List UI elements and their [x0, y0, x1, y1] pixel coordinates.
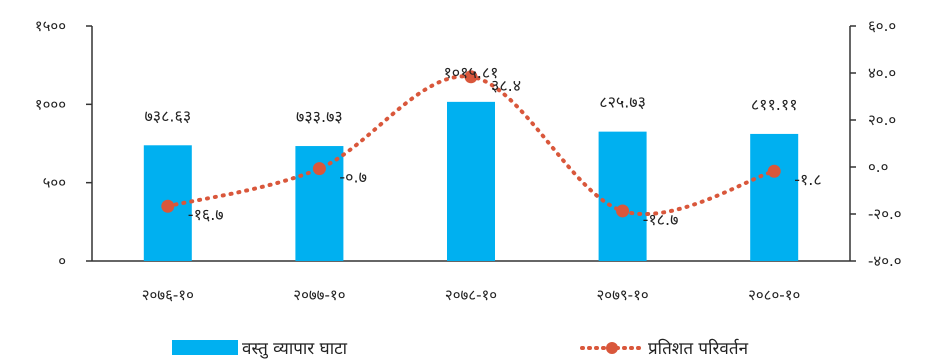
left-tick-label: १००० [35, 95, 66, 113]
line-data-label: -०.७ [339, 168, 367, 187]
combo-chart: ० ५०० १००० १५०० -४०.० -२०.० ०.० २०.० ४०.० ६०.० २०७… [35, 17, 902, 304]
line-point [767, 164, 781, 178]
bar-data-label: ७३३.७३ [296, 107, 343, 126]
right-tick-label: -२०.० [868, 205, 902, 223]
left-tick-label: १५०० [35, 17, 66, 35]
right-tick-label: -४०.० [868, 252, 902, 270]
line-data-label: -१६.७ [188, 205, 224, 224]
bar-data-label: १०१५.८१ [443, 63, 498, 82]
legend-line-label: प्रतिशत परिवर्तन [648, 339, 749, 359]
right-tick-label: २०.० [868, 111, 896, 129]
x-tick-label: २०७६-१० [142, 286, 194, 304]
x-tick-label: २०७९-१० [596, 286, 648, 304]
legend-bar-swatch [172, 340, 238, 355]
bar-data-label: ८११.११ [751, 95, 798, 114]
line-point [464, 70, 478, 84]
right-tick-label: ०.० [868, 158, 888, 176]
bar [598, 131, 647, 261]
right-tick-label: ६०.० [868, 17, 896, 35]
legend-bar-label: वस्तु व्यापार घाटा [242, 339, 348, 359]
line-data-label: ३८.४ [491, 76, 521, 95]
legend-line-swatch [580, 340, 644, 356]
right-tick-label: ४०.० [868, 64, 896, 82]
left-tick-label: ५०० [43, 174, 66, 192]
line-point [312, 162, 326, 176]
line-data-label: -१.८ [794, 170, 822, 189]
left-tick-label: ० [58, 252, 66, 270]
data-labels: ७३८.६३ ७३३.७३ १०१५.८१ ८२५.७३ ८११.११ -१६.७ -०.७… [144, 63, 821, 229]
x-tick-label: २०७८-१० [445, 286, 497, 304]
line-point [161, 199, 175, 213]
bar [750, 133, 799, 261]
x-tick-label: २०७७-१० [293, 286, 345, 304]
bar [447, 101, 495, 261]
legend-item-bars: वस्तु व्यापार घाटा [172, 336, 347, 359]
line-series [161, 70, 781, 218]
axes: ० ५०० १००० १५०० -४०.० -२०.० ०.० २०.० ४०.० ६०.० २०७… [35, 17, 902, 304]
bar-series [143, 101, 799, 261]
bar-data-label: ८२५.७३ [599, 93, 646, 112]
legend-item-line: प्रतिशत परिवर्तन [580, 336, 748, 359]
line-data-label: -१८.७ [643, 210, 679, 229]
bar-data-label: ७३८.६३ [144, 106, 191, 125]
line-point [616, 204, 630, 218]
x-tick-label: २०८०-१० [748, 286, 800, 304]
